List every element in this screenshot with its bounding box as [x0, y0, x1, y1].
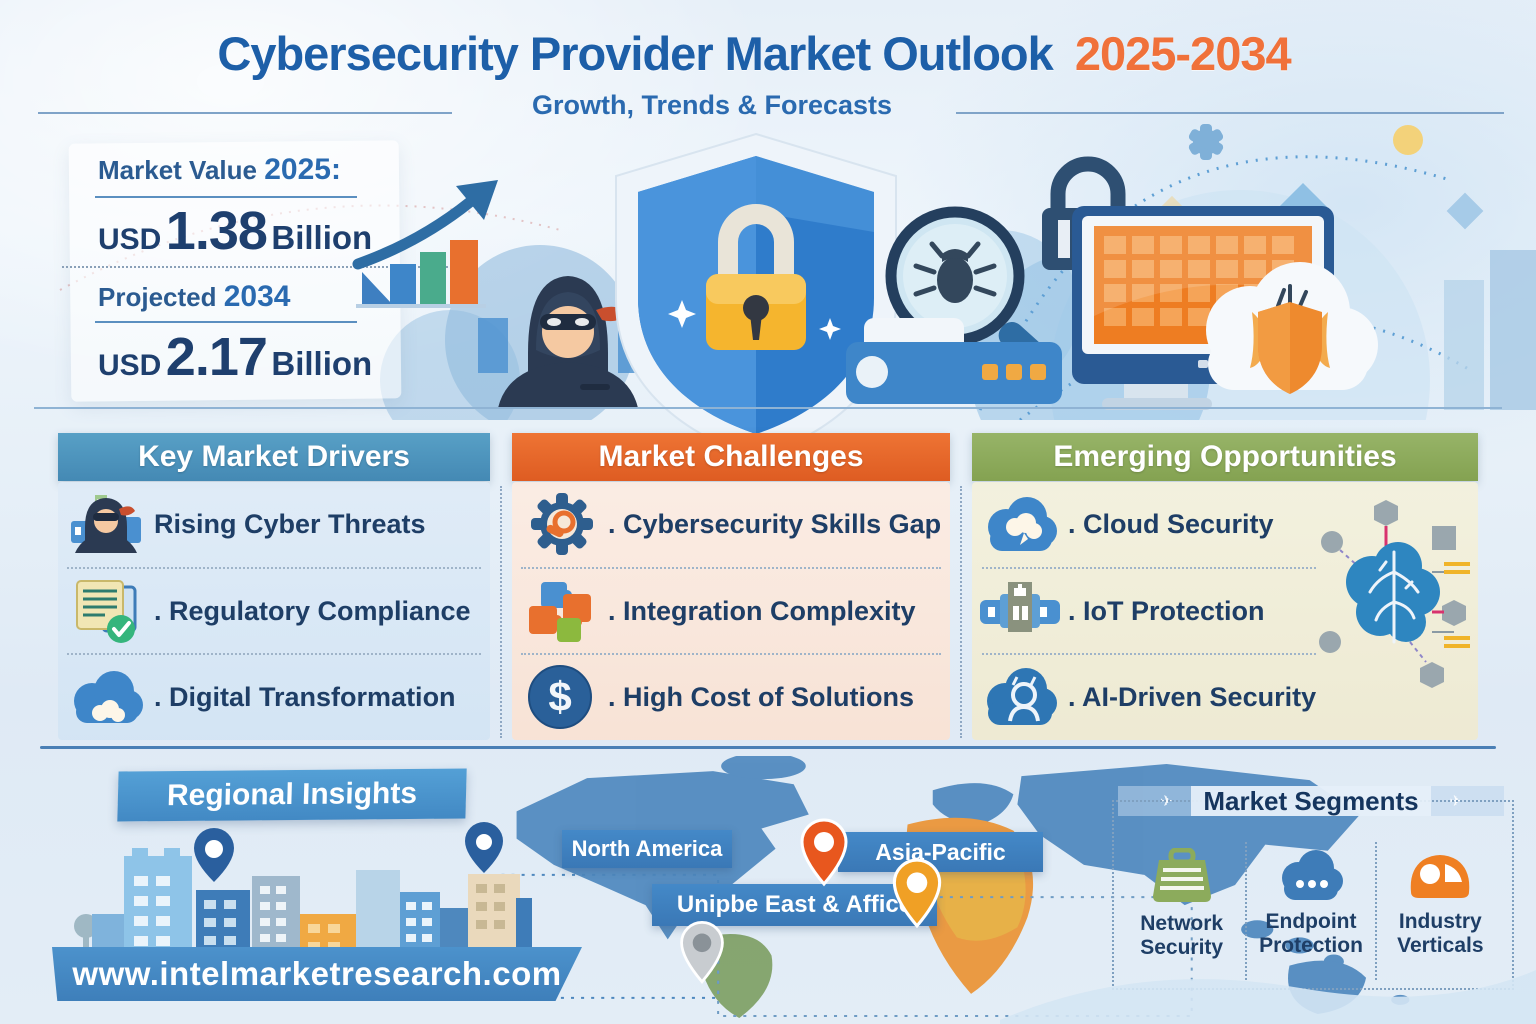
- opportunity-item-label: AI-Driven Security: [1068, 682, 1316, 713]
- divider: [62, 266, 460, 268]
- page-title-main: Cybersecurity Provider Market Outlook: [217, 27, 1053, 80]
- puzzle-icon: [512, 578, 608, 644]
- dollar-icon: $: [512, 663, 608, 731]
- server-icon: [846, 318, 1062, 404]
- segment-label: Industry Verticals: [1397, 910, 1484, 958]
- driver-item-label: Digital Transformation: [154, 682, 456, 713]
- map-label-middle-east-africa: Unipbe East & Affice: [652, 884, 937, 926]
- map-pin-icon: [800, 818, 848, 887]
- divider: [982, 653, 1317, 655]
- market-value-label: Market Value 2025:: [98, 153, 341, 186]
- compliance-document-icon: [58, 577, 154, 645]
- map-pin-icon: [680, 920, 724, 984]
- challenges-header: Market Challenges: [512, 433, 950, 481]
- divider: [66, 567, 482, 569]
- ai-cloud-icon: [972, 665, 1068, 729]
- divider: [500, 486, 502, 738]
- divider: [960, 486, 962, 738]
- divider: [40, 746, 1496, 749]
- divider: [520, 653, 942, 655]
- map-label-north-america: North America: [562, 830, 732, 868]
- cloud-shield-icon: [1206, 262, 1378, 394]
- projected-value-label: Projected 2034: [98, 280, 291, 313]
- segment-label: Network Security: [1140, 912, 1224, 960]
- wave-decor: [1000, 970, 1536, 1024]
- endpoint-cloud-icon: [1281, 850, 1343, 900]
- segment-endpoint-protection: Endpoint Protection: [1245, 842, 1374, 980]
- gear-magnifier-icon: [512, 489, 608, 559]
- driver-item-row: Digital Transformation: [58, 655, 490, 739]
- market-value-2025: USD 1.38 Billion: [98, 201, 373, 261]
- brain-network-icon: [1319, 500, 1470, 688]
- map-pin-icon: [465, 822, 503, 873]
- page-title-years: 2025-2034: [1074, 27, 1292, 80]
- opportunity-item-row: IoT Protection: [972, 569, 1336, 653]
- market-segments-title: Market Segments: [1112, 786, 1510, 817]
- bug-magnifier-icon: [885, 206, 1054, 375]
- challenge-item-row: $ High Cost of Solutions: [512, 655, 950, 739]
- segment-industry-verticals: Industry Verticals: [1374, 842, 1504, 980]
- firewall-briefcase-icon: [1152, 848, 1211, 902]
- opportunity-item-row: AI-Driven Security: [972, 655, 1336, 739]
- opportunity-item-row: Cloud Security: [972, 482, 1336, 566]
- divider: [95, 196, 357, 198]
- market-segments-row: Network Security Endpoint Protection Ind…: [1118, 842, 1504, 980]
- driver-item-row: Regulatory Compliance: [58, 569, 490, 653]
- gear-decor-icon: [1188, 124, 1224, 160]
- map-pin-icon: [194, 828, 234, 882]
- segment-label: Endpoint Protection: [1259, 910, 1363, 958]
- projected-value-2034: USD 2.17 Billion: [98, 327, 373, 387]
- divider: [34, 407, 1502, 409]
- driver-item-label: Regulatory Compliance: [154, 596, 471, 627]
- page-subtitle: Growth, Trends & Forecasts: [531, 90, 893, 120]
- drivers-panel: Rising Cyber Threats Regulatory Complian…: [58, 482, 490, 740]
- challenge-item-row: Integration Complexity: [512, 569, 950, 653]
- map-pin-icon: [892, 858, 942, 929]
- shield-lock-icon: [615, 132, 897, 460]
- challenge-item-label: Integration Complexity: [608, 596, 916, 627]
- divider: [66, 653, 482, 655]
- opportunity-item-label: IoT Protection: [1068, 596, 1265, 627]
- subtitle-rule-right: [956, 112, 1504, 114]
- segment-network-security: Network Security: [1118, 842, 1245, 980]
- svg-text:$: $: [548, 673, 571, 720]
- challenges-panel: Cybersecurity Skills Gap Integration Com…: [512, 482, 950, 740]
- divider: [520, 567, 942, 569]
- bug-icon: [913, 241, 997, 303]
- map-label-asia-pacific: Asia-Pacific: [838, 832, 1043, 872]
- regional-insights-header: Regional Insights: [117, 768, 467, 822]
- industry-vehicle-icon: [1411, 855, 1470, 898]
- drivers-header: Key Market Drivers: [58, 433, 490, 481]
- divider: [95, 321, 357, 323]
- opportunities-header: Emerging Opportunities: [972, 433, 1478, 481]
- driver-item-row: Rising Cyber Threats: [58, 482, 490, 566]
- driver-item-label: Rising Cyber Threats: [154, 508, 426, 539]
- challenge-item-row: Cybersecurity Skills Gap: [512, 482, 950, 566]
- opportunities-panel: Cloud Security IoT Protection: [972, 482, 1478, 740]
- cloud-icon: [58, 667, 154, 727]
- challenge-item-label: Cybersecurity Skills Gap: [608, 509, 941, 540]
- hacker-icon: [58, 491, 154, 557]
- growth-chart-icon: [352, 180, 498, 308]
- divider: [982, 567, 1317, 569]
- challenge-item-label: High Cost of Solutions: [608, 682, 914, 713]
- subtitle-rule-left: [38, 112, 452, 114]
- iot-devices-icon: [972, 580, 1068, 642]
- cloud-security-icon: [972, 493, 1068, 555]
- opportunity-item-label: Cloud Security: [1068, 509, 1274, 540]
- website-banner: www.intelmarketresearch.com: [52, 947, 582, 1001]
- page-title: Cybersecurity Provider Market Outlook 20…: [0, 26, 1522, 81]
